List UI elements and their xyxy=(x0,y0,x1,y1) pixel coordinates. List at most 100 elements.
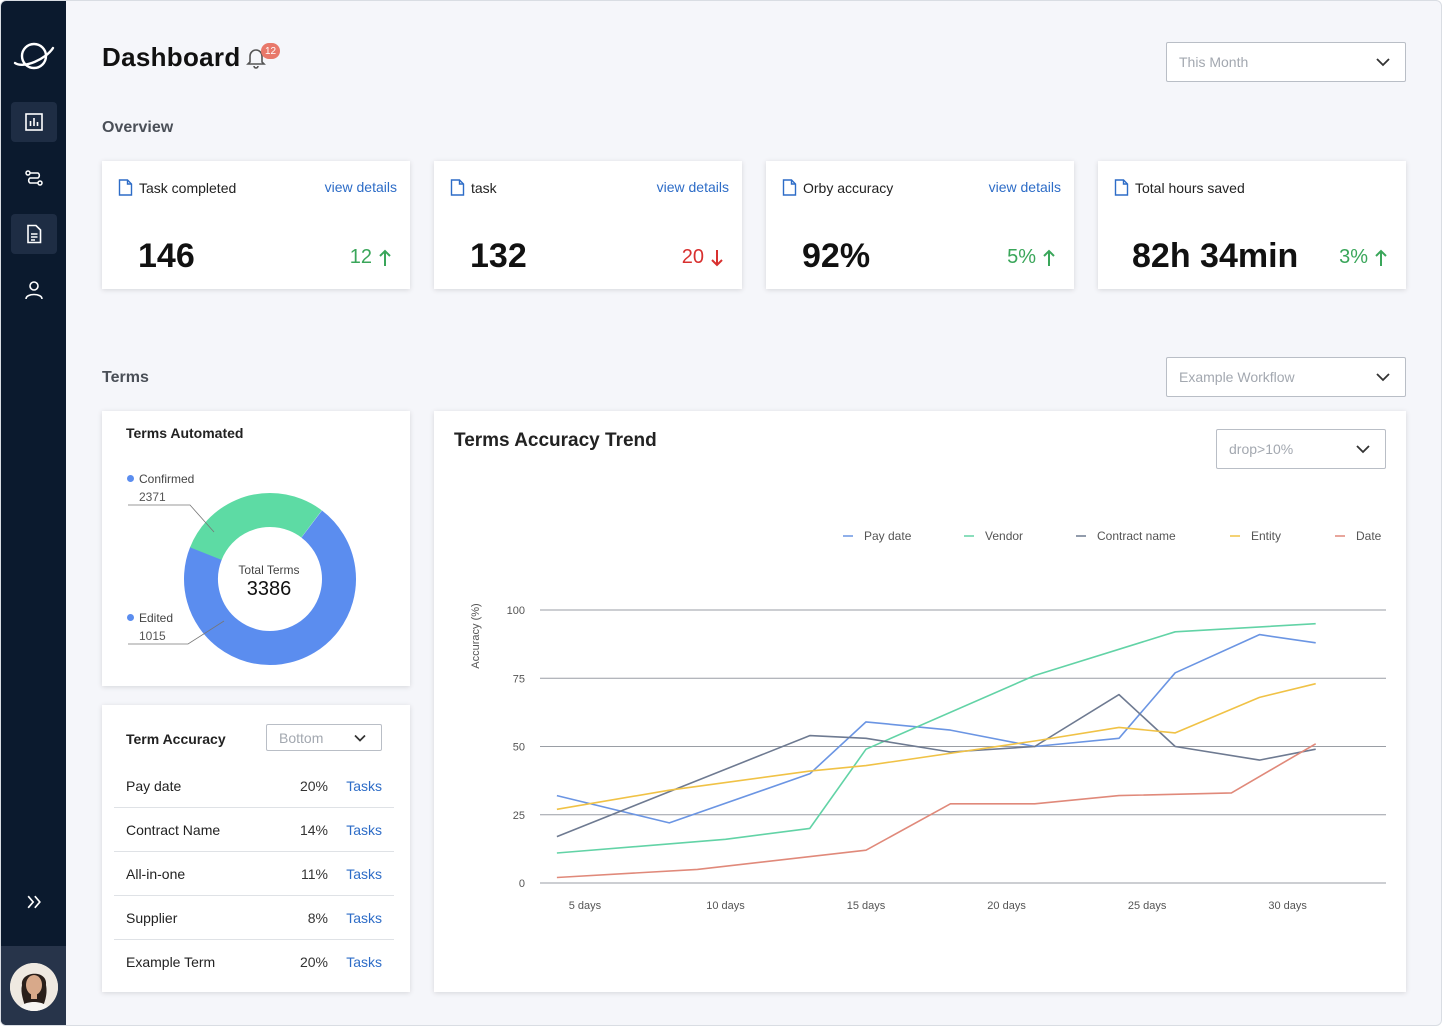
donut-chart xyxy=(128,482,366,675)
terms-automated-title: Terms Automated xyxy=(126,425,244,441)
stat-card-task-completed: Task completed view details 146 12 xyxy=(102,161,410,289)
stat-value: 82h 34min xyxy=(1132,237,1299,275)
expand-sidebar-button[interactable] xyxy=(19,889,49,915)
stat-card-orby-accuracy: Orby accuracy view details 92% 5% xyxy=(766,161,1074,289)
file-icon xyxy=(782,179,797,196)
stat-delta: 12 xyxy=(350,246,392,269)
avatar[interactable] xyxy=(9,962,58,1011)
term-pct: 8% xyxy=(307,909,328,926)
double-chevron-right-icon xyxy=(27,895,41,909)
confirmed-label: Confirmed xyxy=(139,472,195,486)
tasks-link[interactable]: Tasks xyxy=(346,865,382,882)
series-line-pay-date xyxy=(556,633,1316,824)
total-terms-value: 3386 xyxy=(246,578,292,600)
view-details-link[interactable]: view details xyxy=(324,179,397,195)
stat-card-total-hours-saved: Total hours saved 82h 34min 3% xyxy=(1098,161,1406,289)
term-accuracy-row: Pay date 20% Tasks xyxy=(114,764,394,808)
term-name: All-in-one xyxy=(126,865,186,882)
user-icon xyxy=(25,281,43,300)
file-icon xyxy=(450,179,465,196)
chevron-down-icon xyxy=(1376,58,1390,67)
planet-logo-icon[interactable] xyxy=(12,39,56,73)
arrow-up-icon xyxy=(1375,249,1387,266)
page-title: Dashboard xyxy=(102,42,241,72)
series-line-entity xyxy=(556,682,1316,811)
tasks-link[interactable]: Tasks xyxy=(346,777,382,794)
legend-label: Contract name xyxy=(1097,529,1176,543)
stat-delta: 20 xyxy=(682,246,724,269)
terms-accuracy-trend-card: Terms Accuracy Trend drop>10% 0 25 50 75 100… xyxy=(434,411,1406,992)
stat-delta: 3% xyxy=(1339,246,1388,269)
term-accuracy-select[interactable]: Bottom xyxy=(266,724,382,751)
y-tick-label: 25 xyxy=(513,810,525,822)
stat-card-header: Task completed xyxy=(118,179,236,196)
avatar-portrait-icon xyxy=(9,962,58,1011)
tasks-link[interactable]: Tasks xyxy=(346,821,382,838)
stat-value: 132 xyxy=(470,237,527,275)
legend-label: Vendor xyxy=(985,529,1023,543)
nav-documents[interactable] xyxy=(11,214,57,254)
x-tick-label: 20 days xyxy=(987,900,1026,912)
edited-legend-dot xyxy=(127,614,134,621)
confirmed-legend-dot xyxy=(127,475,134,482)
y-tick-label: 50 xyxy=(513,742,525,754)
series-line-vendor xyxy=(556,622,1316,854)
stat-card-task: task view details 132 20 xyxy=(434,161,742,289)
stat-card-title: Task completed xyxy=(139,179,237,196)
user-avatar-area[interactable] xyxy=(1,946,66,1025)
document-icon xyxy=(27,224,42,244)
stat-value: 146 xyxy=(138,237,195,275)
workflow-icon xyxy=(25,170,43,186)
term-accuracy-row: Supplier 8% Tasks xyxy=(114,896,394,940)
term-pct: 11% xyxy=(301,865,328,882)
total-terms-label: Total Terms xyxy=(238,563,300,577)
term-accuracy-row: Example Term 20% Tasks xyxy=(114,940,394,984)
series-line-date xyxy=(556,743,1317,879)
edited-value: 1015 xyxy=(139,629,166,643)
donut-segment-confirmed[interactable] xyxy=(173,482,366,675)
workflow-select[interactable]: Example Workflow xyxy=(1166,357,1406,397)
edited-label: Edited xyxy=(139,611,174,625)
stat-delta: 5% xyxy=(1007,246,1056,269)
drop-filter-select-value: drop>10% xyxy=(1229,441,1294,457)
period-select[interactable]: This Month xyxy=(1166,42,1406,82)
view-details-link[interactable]: view details xyxy=(656,179,729,195)
stat-card-header: task xyxy=(450,179,497,196)
bar-chart-icon xyxy=(25,113,43,131)
bell-icon[interactable] xyxy=(244,45,268,69)
drop-filter-select[interactable]: drop>10% xyxy=(1216,429,1386,469)
nav-profile[interactable] xyxy=(11,270,57,310)
stat-delta-value: 3% xyxy=(1339,246,1368,268)
period-select-value: This Month xyxy=(1179,54,1249,70)
file-icon xyxy=(1114,179,1129,196)
stat-card-title: task xyxy=(471,179,497,196)
legend-label: Date xyxy=(1356,529,1382,543)
file-icon xyxy=(118,179,133,196)
terms-label: Terms xyxy=(102,369,149,386)
chevron-down-icon xyxy=(354,734,366,742)
x-tick-label: 25 days xyxy=(1128,900,1167,912)
view-details-link[interactable]: view details xyxy=(988,179,1061,195)
tasks-link[interactable]: Tasks xyxy=(346,909,382,926)
series-line-contract-name xyxy=(556,693,1316,838)
stat-value: 92% xyxy=(802,237,871,275)
term-pct: 20% xyxy=(299,777,328,794)
terms-automated-card: Terms Automated Confirmed 2371 Edited 10… xyxy=(102,411,410,686)
nav-dashboard[interactable] xyxy=(11,102,57,142)
workflow-select-value: Example Workflow xyxy=(1179,369,1295,385)
y-tick-label: 75 xyxy=(513,673,525,685)
tasks-link[interactable]: Tasks xyxy=(346,954,382,970)
stat-delta-value: 5% xyxy=(1007,246,1036,268)
sidebar xyxy=(1,1,66,1025)
y-axis-label: Accuracy (%) xyxy=(470,603,482,668)
arrow-down-icon xyxy=(711,249,723,266)
term-accuracy-title: Term Accuracy xyxy=(126,731,226,747)
y-tick-label: 0 xyxy=(519,878,525,890)
edited-leader-line xyxy=(128,620,225,645)
stat-delta-value: 12 xyxy=(349,246,372,268)
nav-workflows[interactable] xyxy=(11,158,57,198)
confirmed-value: 2371 xyxy=(139,490,166,504)
y-tick-label: 100 xyxy=(507,605,525,617)
term-accuracy-row: Contract Name 14% Tasks xyxy=(114,808,394,852)
